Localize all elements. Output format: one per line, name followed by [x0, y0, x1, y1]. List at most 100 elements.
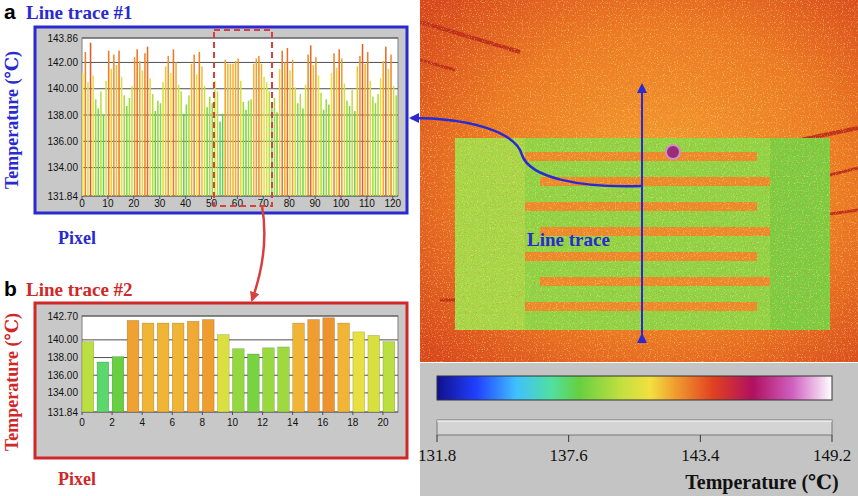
bar [186, 105, 188, 196]
colorbar-panel [420, 363, 858, 496]
bar [230, 64, 232, 196]
figure: Line trace 131.8137.6143.4149.2Temperatur… [0, 0, 858, 496]
bar [235, 61, 237, 196]
bar [354, 111, 356, 196]
bar [353, 332, 365, 412]
bar [149, 78, 151, 196]
x-tick-label: 14 [287, 417, 299, 428]
bar [323, 110, 325, 196]
x-tick [112, 412, 113, 415]
colorbar: 131.8137.6143.4149.2Temperature (℃) [418, 363, 858, 496]
bar [155, 111, 157, 196]
zoom-arrow [252, 206, 264, 300]
bar [318, 76, 320, 196]
bar [367, 52, 369, 196]
bar [357, 66, 359, 196]
bar [302, 108, 304, 196]
x-tick-label: 40 [180, 198, 192, 209]
bar [287, 48, 289, 196]
bar [202, 320, 214, 412]
bar [276, 112, 278, 196]
x-tick [202, 412, 203, 415]
bar [206, 107, 208, 196]
bar [222, 114, 224, 196]
bar [305, 85, 307, 196]
bar [368, 335, 380, 412]
x-tick-label: 20 [128, 198, 140, 209]
bar [227, 64, 229, 196]
x-axis-title: Pixel [58, 469, 96, 489]
bar [87, 82, 89, 196]
bar [116, 65, 118, 196]
bar [281, 51, 283, 196]
y-tick-label: 142.00 [47, 57, 78, 68]
x-tick [172, 412, 173, 415]
bar [338, 49, 340, 196]
x-tick-label: 12 [257, 417, 269, 428]
bar [98, 108, 100, 196]
bar [144, 53, 146, 196]
bar [344, 83, 346, 196]
y-tick-label: 140.00 [47, 334, 78, 345]
colorbar-track [437, 420, 832, 435]
bar [395, 95, 397, 196]
bar [100, 91, 102, 196]
bar [292, 60, 294, 196]
bar [323, 318, 335, 412]
bar [248, 101, 250, 196]
bar [118, 51, 120, 196]
x-tick-label: 10 [102, 198, 114, 209]
bar [224, 60, 226, 196]
bar [268, 91, 270, 196]
line-trace-label: Line trace [527, 229, 610, 250]
x-tick-label: 90 [310, 198, 322, 209]
colorbar-tick [700, 435, 701, 442]
x-tick-label: 0 [79, 417, 85, 428]
bar [110, 69, 112, 196]
x-tick-label: 80 [284, 198, 296, 209]
bar [362, 44, 364, 196]
bar [214, 81, 216, 196]
bar [165, 66, 167, 196]
bar [157, 101, 159, 196]
bar [204, 86, 206, 196]
bar [92, 76, 94, 196]
grid-line [82, 38, 398, 39]
plot-area [82, 38, 398, 196]
bar [152, 94, 154, 196]
bar [351, 90, 353, 196]
x-tick-label: 18 [347, 417, 359, 428]
bar [232, 64, 234, 196]
bar [201, 66, 203, 196]
bar [331, 73, 333, 196]
bar [261, 64, 263, 196]
bar [370, 81, 372, 196]
y-axis-title: Temperature (℃) [2, 313, 23, 451]
panel-letter: b [4, 277, 17, 300]
bar [263, 77, 265, 196]
y-tick-label: 138.00 [47, 110, 78, 121]
bars [82, 318, 395, 412]
bar [393, 86, 395, 196]
x-tick [352, 412, 353, 415]
bar [112, 357, 124, 412]
bar [127, 320, 139, 412]
bar [279, 69, 281, 196]
bar [217, 91, 219, 196]
trace-connector [411, 118, 641, 186]
bar [82, 73, 84, 196]
bar [274, 98, 276, 196]
colorbar-scale [437, 376, 832, 400]
panel-frame [35, 303, 407, 458]
bar [338, 323, 350, 412]
bar [183, 114, 185, 196]
bar [136, 49, 138, 196]
bar [385, 47, 387, 196]
panel-b: bLine trace #2131.84134.00136.00138.0014… [2, 277, 407, 489]
bar [380, 78, 382, 196]
colorbar-tick-label: 143.4 [681, 446, 720, 465]
bar [266, 82, 268, 196]
bar [278, 347, 290, 412]
bar [178, 85, 180, 196]
bar [250, 99, 252, 196]
